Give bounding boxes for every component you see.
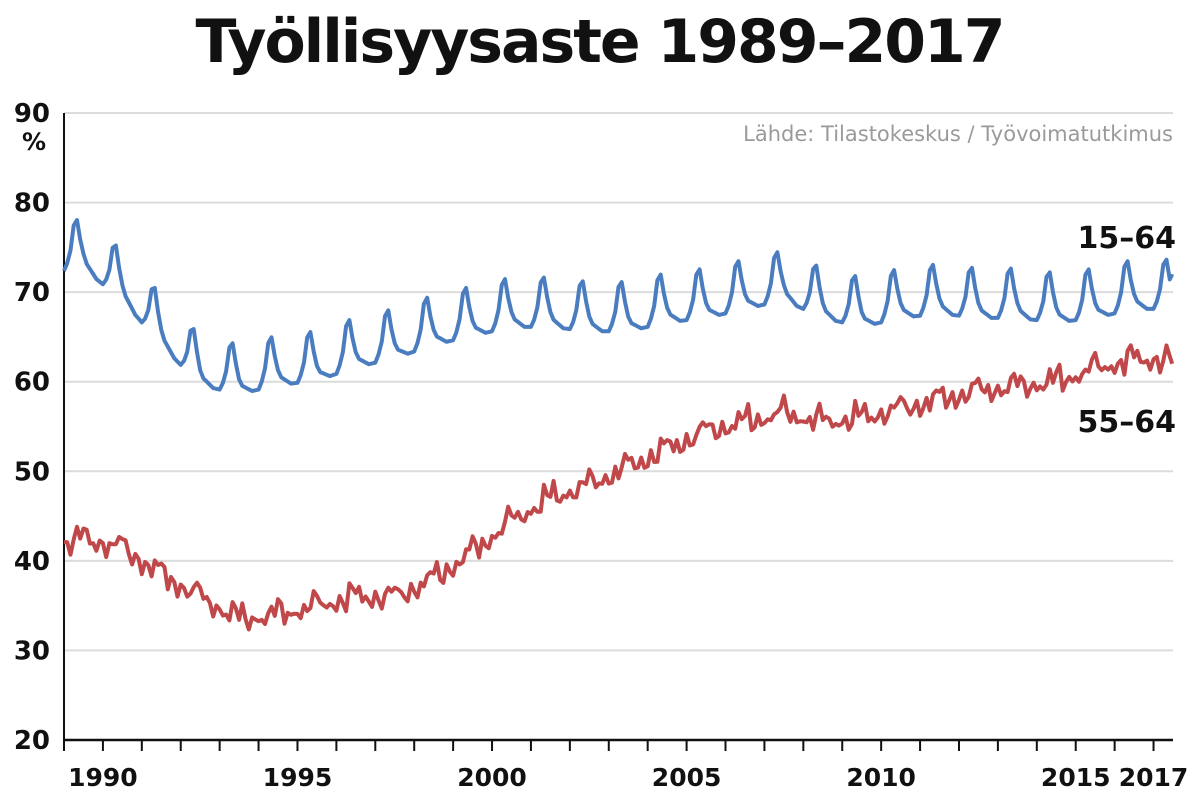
series-labels: 15–64 55–64 bbox=[1078, 221, 1177, 440]
x-tick-label: 2017 bbox=[1119, 763, 1189, 792]
gridlines bbox=[64, 112, 1173, 652]
y-tick-label: 70 bbox=[14, 278, 50, 308]
y-tick-label: 50 bbox=[14, 457, 50, 487]
series-line-0 bbox=[62, 218, 1175, 393]
series-label-0: 15–64 bbox=[1078, 221, 1177, 256]
y-axis-unit: % bbox=[22, 128, 46, 156]
x-tick-label: 1990 bbox=[68, 763, 138, 792]
series-lines bbox=[62, 218, 1175, 632]
x-tick-label: 2015 bbox=[1041, 763, 1111, 792]
series-line-1 bbox=[63, 343, 1175, 632]
x-tick-label: 2010 bbox=[846, 763, 916, 792]
x-axis: 1990 1995 2000 2005 2010 2015 2017 bbox=[63, 113, 1189, 792]
chart-title: Työllisyysaste 1989–2017 bbox=[195, 7, 1006, 77]
x-tick-label: 2000 bbox=[457, 763, 527, 792]
y-tick-label: 20 bbox=[14, 726, 50, 756]
y-tick-label: 90 bbox=[14, 99, 50, 129]
y-tick-label: 40 bbox=[14, 547, 50, 577]
series-label-1: 55–64 bbox=[1078, 405, 1177, 440]
y-tick-label: 60 bbox=[14, 368, 50, 398]
y-tick-label: 80 bbox=[14, 189, 50, 219]
x-tick-label: 2005 bbox=[652, 763, 722, 792]
y-axis-ticks: 20 30 40 50 60 70 80 90 bbox=[14, 99, 50, 756]
source-note: Lähde: Tilastokeskus / Työvoimatutkimus bbox=[743, 122, 1173, 146]
y-tick-label: 30 bbox=[14, 636, 50, 666]
x-tick-label: 1995 bbox=[263, 763, 333, 792]
